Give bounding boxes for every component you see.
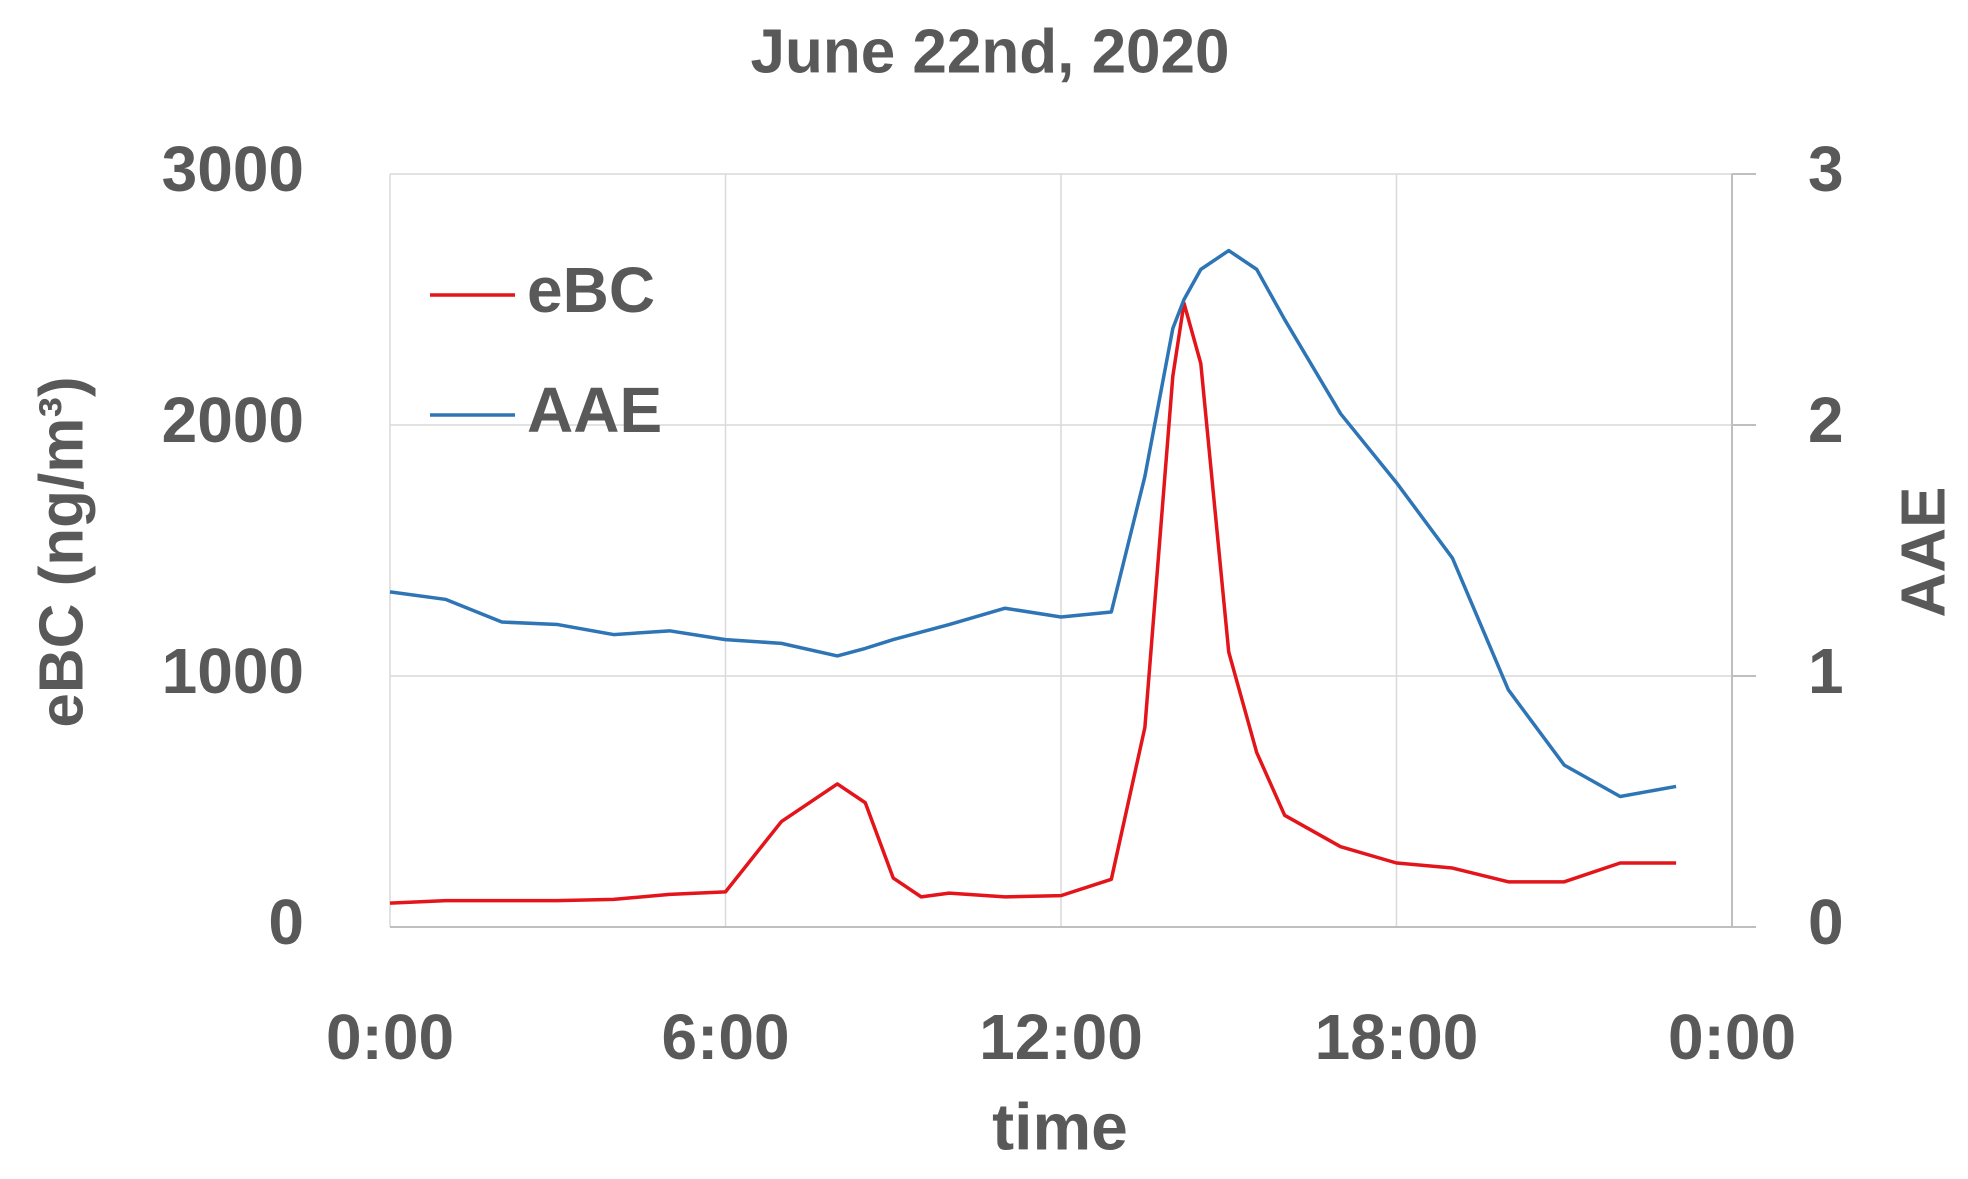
y2-tick-label: 1 — [1808, 635, 1844, 707]
x-tick-label: 0:00 — [1668, 1001, 1796, 1073]
x-tick-label: 6:00 — [661, 1001, 789, 1073]
series-line — [389, 248, 1677, 799]
y-tick-label: 3000 — [162, 133, 304, 205]
y-tick-label: 2000 — [162, 384, 304, 456]
series-line — [389, 301, 1677, 905]
y-tick-label: 1000 — [162, 635, 304, 707]
x-tick-label: 12:00 — [979, 1001, 1143, 1073]
x-axis-label: time — [992, 1089, 1128, 1163]
y2-tick-label: 2 — [1808, 384, 1844, 456]
chart-title: June 22nd, 2020 — [750, 17, 1229, 86]
legend-label: AAE — [527, 374, 662, 446]
legend-label: eBC — [527, 254, 655, 326]
y-axis-label: eBC (ng/m³) — [27, 376, 96, 727]
y-tick-label: 0 — [268, 886, 304, 958]
y2-tick-label: 0 — [1808, 886, 1844, 958]
y2-tick-label: 3 — [1808, 133, 1844, 205]
x-tick-label: 18:00 — [1315, 1001, 1479, 1073]
x-tick-label: 0:00 — [326, 1001, 454, 1073]
y2-axis-label: AAE — [1889, 487, 1958, 618]
